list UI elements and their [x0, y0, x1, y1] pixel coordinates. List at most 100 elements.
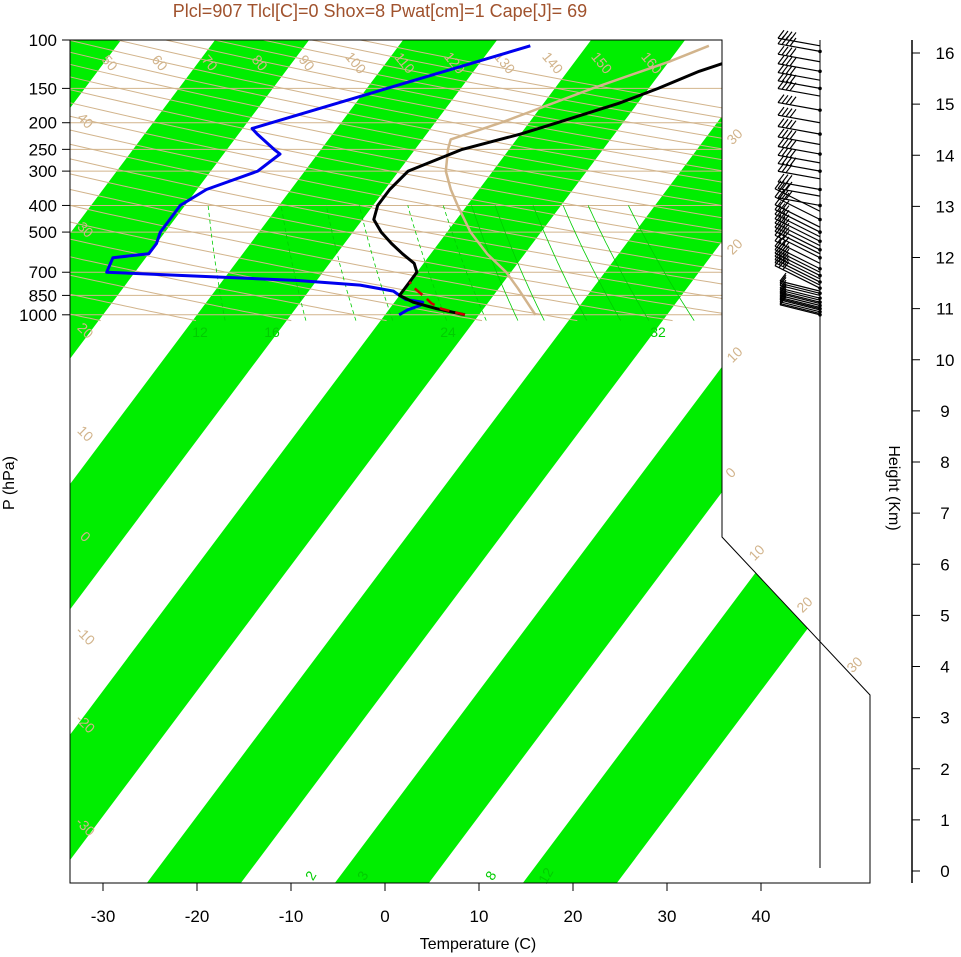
wind-barb — [774, 196, 821, 221]
wind-barb-feather — [781, 94, 789, 104]
wind-barb — [777, 80, 821, 89]
wind-barb-feather — [789, 130, 797, 140]
wind-barb — [777, 125, 821, 135]
wind-level-dot — [818, 132, 822, 136]
adiabat-label-right: 30 — [843, 653, 865, 675]
wind-barb — [774, 230, 821, 255]
dry-adiabat — [70, 40, 292, 322]
wind-barb — [779, 303, 821, 315]
wind-level-dot — [818, 273, 822, 278]
isotherm-band — [146, 40, 870, 883]
wind-barb — [779, 289, 821, 301]
dry-adiabat — [70, 40, 870, 322]
wind-barb-feather — [789, 157, 797, 167]
wind-barb-feather — [789, 47, 797, 57]
wind-barb-feather — [785, 181, 793, 191]
wind-barb-feather — [789, 37, 797, 47]
wind-barb-feather — [785, 31, 793, 41]
temperature-tick-label: 20 — [564, 907, 583, 926]
pressure-tick-label: 700 — [29, 263, 57, 282]
wind-barb — [774, 245, 821, 270]
wind-barb-feather — [782, 252, 790, 261]
wind-barb-feather — [785, 156, 793, 166]
wind-level-dot — [818, 255, 822, 260]
wind-level-dot — [818, 69, 822, 74]
wind-level-dot — [818, 286, 822, 290]
dry-adiabat — [70, 40, 673, 322]
wind-barb-feather — [777, 64, 785, 73]
adiabat-label: 140 — [539, 49, 566, 77]
wind-barb-feather — [785, 130, 793, 139]
dry-adiabat — [70, 40, 870, 322]
height-tick-label: 0 — [940, 862, 949, 881]
wind-barb-feather — [777, 29, 785, 39]
wind-barb-feather — [789, 140, 797, 149]
wind-level-dot — [818, 247, 822, 252]
wind-barb — [777, 187, 821, 197]
wind-barb — [777, 72, 821, 81]
pressure-tick-label: 100 — [29, 31, 57, 50]
wind-barb-feather — [781, 46, 789, 56]
wind-barb — [774, 259, 821, 283]
wind-barb — [774, 218, 821, 242]
height-tick-label: 7 — [940, 504, 949, 523]
height-tick-label: 16 — [936, 44, 955, 63]
wind-barb — [779, 284, 821, 296]
adiabat-label-right: 10 — [745, 541, 767, 563]
temperature-tick-label: -30 — [91, 907, 116, 926]
wind-level-dot — [818, 309, 822, 314]
wind-barb-feather — [779, 272, 787, 282]
isotherm-band — [70, 40, 686, 883]
wind-level-dot — [818, 217, 822, 222]
wind-barb — [774, 255, 821, 280]
height-tick-label: 1 — [940, 811, 949, 830]
wind-barb-feather — [781, 190, 789, 199]
wind-barb-feather — [789, 120, 797, 130]
wind-barb — [779, 280, 821, 292]
temperature-tick-label: 10 — [470, 907, 489, 926]
pressure-tick-label: 300 — [29, 162, 57, 181]
wind-barb-feather — [785, 190, 793, 200]
mixing-ratio-line — [587, 205, 650, 321]
plot-border — [69, 39, 871, 884]
wind-barb-feather — [781, 155, 789, 165]
pressure-tick-label: 1000 — [19, 306, 57, 325]
wind-barb — [777, 162, 821, 172]
sounding-profiles — [105, 44, 776, 317]
wind-barb-feather — [789, 74, 797, 84]
wind-barb-feather — [781, 73, 789, 82]
wind-barb — [779, 282, 821, 294]
wind-barb-feather — [785, 73, 793, 83]
height-tick-label: 2 — [940, 760, 949, 779]
adiabat-label-right: 10 — [723, 343, 745, 365]
pressure-tick-label: 250 — [29, 140, 57, 159]
wind-barb-feather — [789, 57, 797, 67]
wind-barb — [774, 265, 821, 289]
wind-barb — [779, 304, 821, 316]
adiabat-label: 90 — [296, 52, 318, 74]
wind-level-dot — [818, 49, 822, 54]
x-axis-label: Temperature (C) — [420, 936, 536, 953]
wind-barb — [777, 43, 821, 52]
wind-barb — [779, 291, 821, 303]
chart-title: Plcl=907 Tlcl[C]=0 Shox=8 Pwat[cm]=1 Cap… — [173, 1, 587, 21]
height-tick-label: 9 — [940, 402, 949, 421]
wind-barb — [774, 209, 821, 233]
wind-barb — [774, 222, 821, 247]
wind-barb — [779, 296, 821, 308]
wind-barb — [777, 181, 821, 191]
wind-barb-feather — [789, 66, 797, 76]
wind-barb — [779, 299, 821, 311]
pressure-tick-label: 500 — [29, 223, 57, 242]
wind-barb-feather — [789, 149, 797, 158]
wind-level-dot — [818, 86, 822, 91]
mixing-ratio-line — [628, 205, 695, 321]
height-tick-label: 15 — [936, 95, 955, 114]
wind-barb-feather — [781, 30, 789, 40]
wind-level-dot — [818, 266, 822, 271]
mixing-ratio-label-bottom: 2 — [302, 868, 320, 883]
wind-barb-feather — [782, 226, 790, 236]
wind-barb-feather — [785, 56, 793, 66]
